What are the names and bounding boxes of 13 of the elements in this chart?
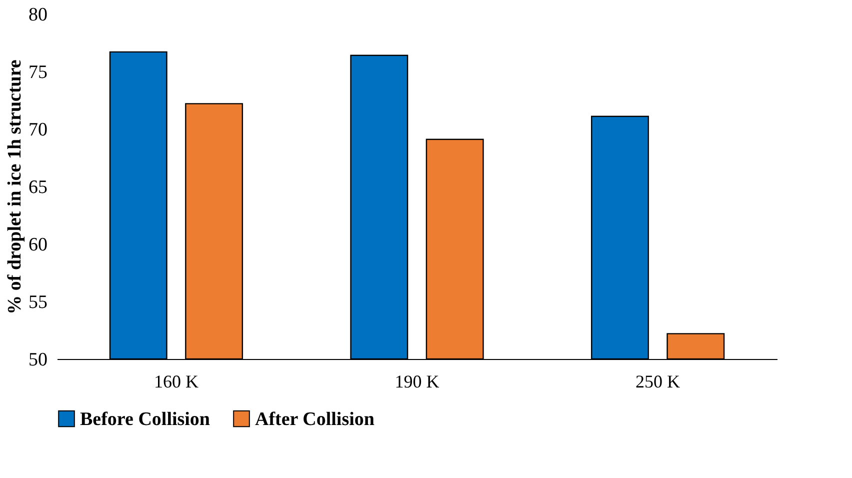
x-tick-label: 160 K	[154, 372, 198, 392]
legend-label: Before Collision	[80, 408, 210, 430]
y-axis-title: % of droplet in ice 1h structure	[4, 60, 26, 314]
x-tick-label: 190 K	[394, 372, 440, 392]
y-tick-label: 80	[28, 4, 48, 26]
y-tick-label: 55	[28, 292, 48, 313]
y-tick-label: 50	[28, 350, 48, 370]
y-tick-label: 70	[28, 120, 48, 140]
legend-label: After Collision	[255, 408, 375, 430]
y-tick-label: 65	[28, 177, 48, 198]
y-tick-label: 60	[28, 234, 48, 256]
x-tick-label: 250 K	[636, 372, 680, 392]
y-tick-label: 75	[28, 62, 48, 83]
